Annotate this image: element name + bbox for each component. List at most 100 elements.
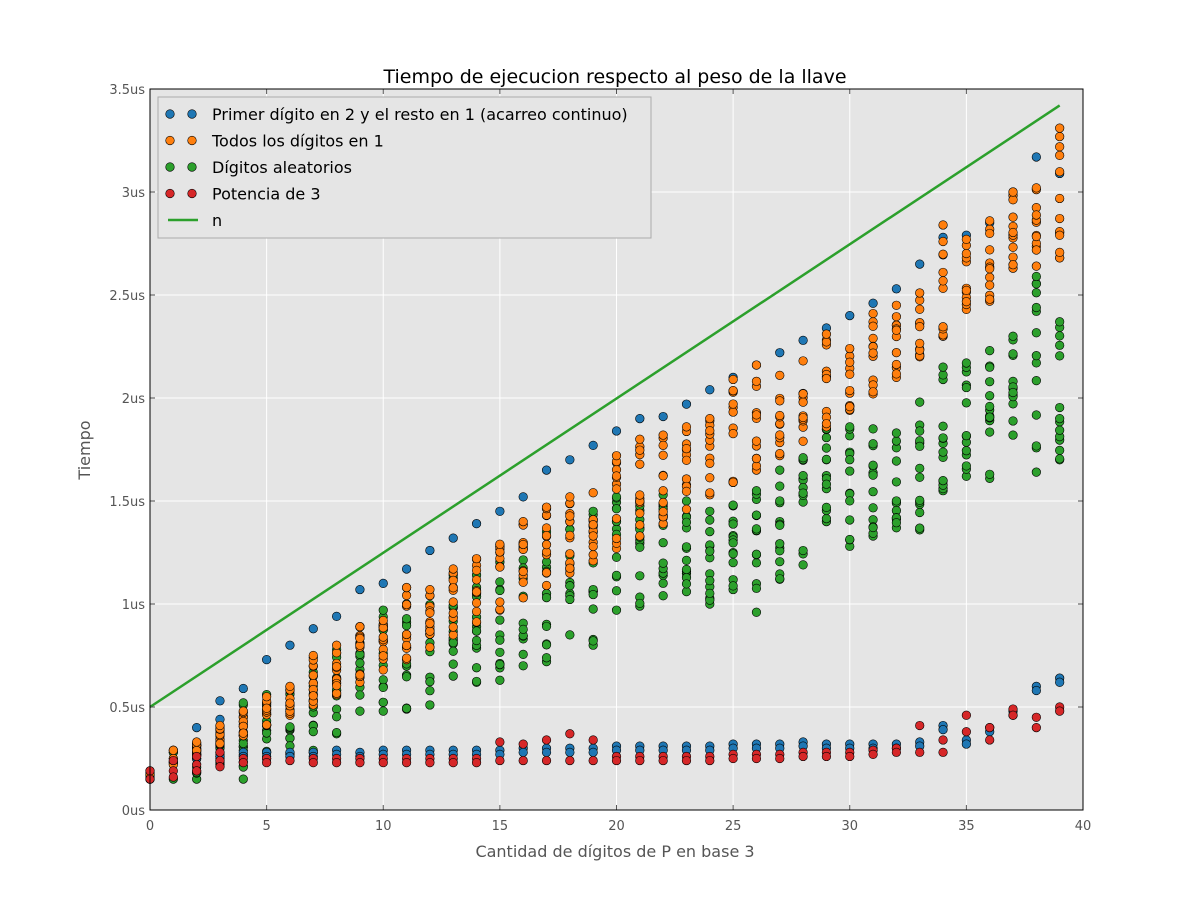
point-primer-digito xyxy=(285,640,295,650)
point-todos-en-1 xyxy=(401,590,412,601)
point-todos-en-1 xyxy=(915,288,925,298)
point-todos-en-1 xyxy=(1031,183,1041,193)
point-todos-en-1 xyxy=(915,338,925,348)
x-tick-label: 30 xyxy=(841,819,858,834)
legend-label: Todos los dígitos en 1 xyxy=(211,132,384,151)
point-todos-en-1 xyxy=(868,387,878,397)
point-todos-en-1 xyxy=(262,703,272,713)
point-todos-en-1 xyxy=(821,419,832,429)
point-todos-en-1 xyxy=(238,706,248,716)
point-digitos-aleatorios xyxy=(518,555,528,565)
point-todos-en-1 xyxy=(891,312,902,322)
point-potencia-de-3 xyxy=(238,758,248,768)
point-todos-en-1 xyxy=(845,402,855,412)
point-todos-en-1 xyxy=(378,665,388,675)
trend-line xyxy=(149,104,1061,709)
point-digitos-aleatorios xyxy=(355,706,365,716)
point-todos-en-1 xyxy=(308,691,318,701)
point-digitos-aleatorios xyxy=(775,496,785,506)
point-todos-en-1 xyxy=(658,471,668,481)
point-digitos-aleatorios xyxy=(611,504,622,514)
point-digitos-aleatorios xyxy=(961,431,971,441)
point-potencia-de-3 xyxy=(401,758,412,768)
point-digitos-aleatorios xyxy=(1055,331,1065,341)
chart-title: Tiempo de ejecucion respecto al peso de … xyxy=(382,66,846,88)
point-potencia-de-3 xyxy=(845,751,855,762)
point-potencia-de-3 xyxy=(611,755,622,766)
point-todos-en-1 xyxy=(868,321,878,331)
point-digitos-aleatorios xyxy=(868,470,878,480)
legend: Primer dígito en 2 y el resto en 1 (acar… xyxy=(157,96,652,239)
point-potencia-de-3 xyxy=(985,722,995,733)
point-digitos-aleatorios xyxy=(332,704,342,714)
point-todos-en-1 xyxy=(635,531,645,541)
point-todos-en-1 xyxy=(985,280,995,290)
point-digitos-aleatorios xyxy=(705,576,715,586)
point-potencia-de-3 xyxy=(215,762,225,772)
point-todos-en-1 xyxy=(448,597,458,607)
point-primer-digito xyxy=(425,545,435,556)
point-digitos-aleatorios xyxy=(238,698,248,708)
x-tick-label: 10 xyxy=(375,819,392,834)
point-todos-en-1 xyxy=(1008,227,1018,238)
point-digitos-aleatorios xyxy=(378,682,388,693)
point-todos-en-1 xyxy=(938,276,948,286)
point-digitos-aleatorios xyxy=(1008,331,1018,341)
point-todos-en-1 xyxy=(681,504,692,514)
point-digitos-aleatorios xyxy=(868,439,878,449)
point-todos-en-1 xyxy=(215,720,225,731)
series-line-n xyxy=(149,104,1061,709)
point-digitos-aleatorios xyxy=(658,591,668,601)
point-digitos-aleatorios xyxy=(868,424,878,434)
point-digitos-aleatorios xyxy=(518,661,528,671)
point-primer-digito xyxy=(565,455,575,465)
point-primer-digito xyxy=(495,506,505,516)
point-digitos-aleatorios xyxy=(775,465,785,475)
point-todos-en-1 xyxy=(891,300,902,310)
point-digitos-aleatorios xyxy=(1031,467,1041,477)
point-primer-digito xyxy=(215,696,225,706)
point-todos-en-1 xyxy=(681,422,692,432)
point-todos-en-1 xyxy=(845,385,855,396)
point-todos-en-1 xyxy=(1055,213,1065,224)
point-todos-en-1 xyxy=(425,618,435,629)
point-digitos-aleatorios xyxy=(775,539,785,549)
point-primer-digito xyxy=(518,492,528,502)
point-digitos-aleatorios xyxy=(705,506,715,516)
point-digitos-aleatorios xyxy=(565,594,575,605)
point-digitos-aleatorios xyxy=(332,727,342,738)
point-primer-digito xyxy=(518,747,528,757)
point-primer-digito xyxy=(308,624,318,634)
point-todos-en-1 xyxy=(751,410,762,420)
y-tick-label: 2.5us xyxy=(109,289,145,304)
point-todos-en-1 xyxy=(611,471,622,481)
point-todos-en-1 xyxy=(1055,247,1065,257)
point-digitos-aleatorios xyxy=(705,526,715,537)
point-primer-digito xyxy=(961,739,971,749)
point-digitos-aleatorios xyxy=(1055,425,1065,435)
point-digitos-aleatorios xyxy=(1031,376,1041,386)
point-digitos-aleatorios xyxy=(751,583,762,593)
point-digitos-aleatorios xyxy=(658,538,668,548)
point-potencia-de-3 xyxy=(565,729,575,739)
point-primer-digito xyxy=(448,533,458,543)
point-digitos-aleatorios xyxy=(401,703,412,714)
point-primer-digito xyxy=(541,747,552,757)
point-todos-en-1 xyxy=(1055,167,1065,177)
point-todos-en-1 xyxy=(891,348,902,358)
point-todos-en-1 xyxy=(1008,187,1018,197)
point-potencia-de-3 xyxy=(775,753,785,764)
point-digitos-aleatorios xyxy=(845,496,855,506)
point-todos-en-1 xyxy=(1008,242,1018,252)
point-digitos-aleatorios xyxy=(938,433,948,443)
point-todos-en-1 xyxy=(938,322,948,332)
point-potencia-de-3 xyxy=(751,753,762,764)
point-todos-en-1 xyxy=(938,267,948,278)
point-digitos-aleatorios xyxy=(891,496,902,506)
point-todos-en-1 xyxy=(378,615,388,626)
point-potencia-de-3 xyxy=(285,755,295,766)
x-tick-label: 15 xyxy=(492,819,509,834)
point-todos-en-1 xyxy=(565,563,575,573)
point-digitos-aleatorios xyxy=(681,555,692,565)
point-digitos-aleatorios xyxy=(705,546,715,556)
